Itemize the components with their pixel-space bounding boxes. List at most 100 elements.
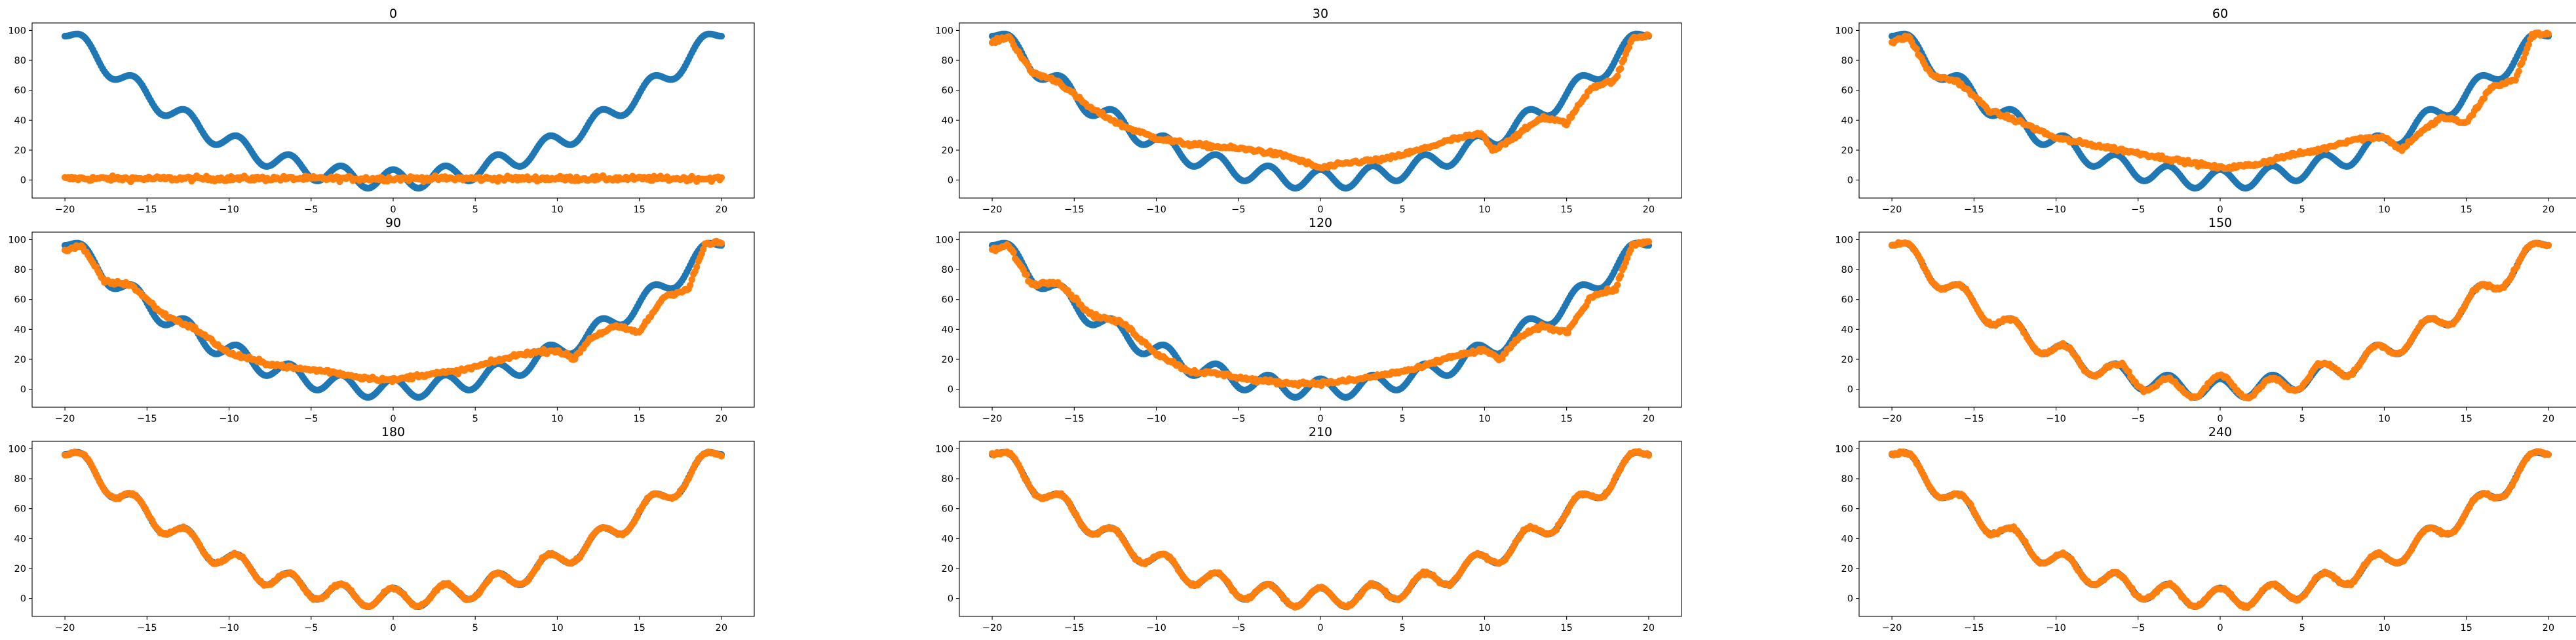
x-tick-label: 0	[1317, 414, 1323, 424]
prediction-point	[1010, 249, 1017, 256]
scatter-points	[61, 237, 725, 401]
y-tick-label: 60	[942, 295, 953, 306]
y-tick-label: 40	[1841, 115, 1853, 126]
x-tick-label: −5	[1231, 205, 1245, 215]
prediction-point	[2545, 30, 2552, 37]
x-tick-label: −15	[1064, 205, 1085, 215]
y-tick-label: 40	[14, 115, 26, 126]
scatter-points	[988, 30, 1653, 192]
x-tick-label: −10	[219, 414, 239, 424]
x-tick-label: −5	[2131, 414, 2145, 424]
prediction-point	[693, 263, 701, 271]
prediction-point	[718, 239, 725, 247]
x-tick-label: −10	[1146, 414, 1166, 424]
y-tick-label: 100	[1835, 26, 1853, 36]
prediction-point	[1617, 65, 1624, 72]
prediction-point	[1918, 258, 1925, 265]
y-tick-label: 40	[942, 325, 953, 335]
prediction-point	[2512, 77, 2519, 84]
subplot-title: 0	[389, 7, 397, 21]
prediction-point	[1645, 238, 1653, 245]
x-tick-label: 5	[1400, 414, 1406, 424]
y-tick-label: 20	[942, 146, 953, 156]
prediction-point	[688, 276, 695, 283]
y-tick-label: 0	[1847, 385, 1853, 395]
y-tick-label: 80	[1841, 56, 1853, 66]
y-tick-label: 0	[20, 385, 26, 395]
y-tick-label: 100	[8, 235, 26, 245]
x-tick-label: −5	[304, 205, 318, 215]
x-tick-label: 15	[633, 205, 645, 215]
x-tick-label: −15	[1964, 205, 1984, 215]
prediction-point	[700, 245, 707, 253]
subplot-title: 90	[385, 216, 401, 230]
x-tick-label: 0	[390, 205, 396, 215]
y-tick-label: 20	[14, 355, 26, 365]
x-tick-label: −20	[55, 414, 75, 424]
x-tick-label: 15	[633, 414, 645, 424]
x-tick-label: −15	[137, 205, 157, 215]
y-tick-label: 40	[942, 115, 953, 126]
y-tick-label: 80	[14, 56, 26, 66]
x-tick-label: −5	[304, 414, 318, 424]
x-tick-label: 0	[2217, 414, 2223, 424]
x-tick-label: 0	[390, 414, 396, 424]
y-tick-label: 20	[1841, 146, 1853, 156]
prediction-point	[1913, 45, 1920, 53]
x-tick-label: 10	[1478, 205, 1490, 215]
scatter-points	[988, 238, 1653, 401]
x-tick-label: 5	[2299, 205, 2305, 215]
subplot-title: 150	[2208, 216, 2232, 230]
x-tick-label: −15	[1064, 414, 1085, 424]
x-tick-label: 20	[716, 205, 727, 215]
x-tick-label: 10	[551, 205, 563, 215]
x-tick-label: 15	[1560, 205, 1572, 215]
prediction-point	[1627, 246, 1634, 254]
y-tick-label: 40	[1841, 325, 1853, 335]
scatter-points	[61, 30, 725, 192]
x-tick-label: 15	[2460, 414, 2472, 424]
prediction-point	[1621, 56, 1628, 64]
subplot-title: 120	[1309, 216, 1332, 230]
y-tick-label: 0	[1847, 176, 1853, 186]
prediction-point	[1612, 287, 1619, 294]
y-tick-label: 0	[948, 176, 953, 186]
prediction-point	[1614, 281, 1621, 289]
x-tick-label: 5	[1400, 205, 1406, 215]
y-tick-label: 100	[8, 26, 26, 36]
x-tick-label: −10	[2046, 205, 2066, 215]
scatter-points	[1888, 239, 2552, 402]
y-tick-label: 60	[942, 86, 953, 96]
prediction-point	[2520, 55, 2528, 62]
y-tick-label: 0	[20, 176, 26, 186]
x-tick-label: −10	[219, 205, 239, 215]
y-tick-label: 60	[14, 86, 26, 96]
x-tick-label: 20	[716, 414, 727, 424]
x-tick-label: 20	[1643, 414, 1655, 424]
x-tick-label: −5	[1231, 414, 1245, 424]
prediction-point	[718, 174, 725, 182]
x-tick-label: −10	[2046, 414, 2066, 424]
prediction-point	[2480, 94, 2488, 102]
x-tick-label: −20	[1882, 414, 1902, 424]
x-tick-label: 20	[2543, 414, 2554, 424]
subplot-title: 60	[2212, 7, 2228, 21]
x-tick-label: −10	[1146, 205, 1166, 215]
x-tick-label: 20	[1643, 205, 1655, 215]
y-tick-label: 60	[14, 295, 26, 306]
y-tick-label: 80	[14, 265, 26, 275]
target-point	[718, 33, 725, 40]
prediction-point	[1614, 72, 1621, 80]
x-tick-label: 10	[1478, 414, 1490, 424]
prediction-point	[1645, 31, 1653, 39]
subplot-title: 30	[1313, 7, 1328, 21]
y-tick-label: 20	[942, 355, 953, 365]
scatter-points	[1888, 29, 2552, 192]
x-tick-label: −5	[2131, 205, 2145, 215]
